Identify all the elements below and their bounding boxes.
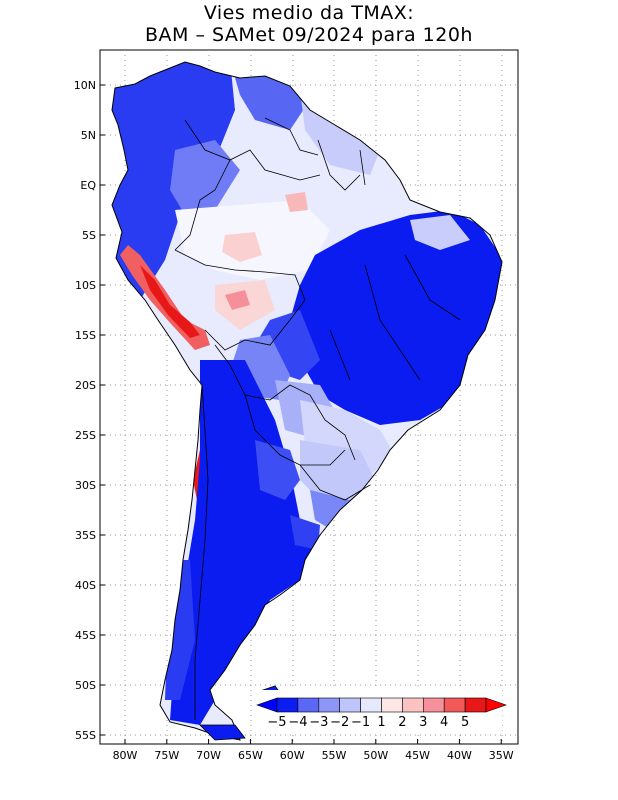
colorbar-swatch	[381, 697, 403, 713]
lat-tick-label: 30S	[75, 479, 96, 492]
colorbar-swatch	[464, 697, 487, 713]
lat-tick-label: EQ	[80, 179, 96, 192]
colorbar-label: −1	[351, 715, 370, 730]
colorbar-swatch	[276, 697, 299, 713]
lon-tick-label: 80W	[113, 749, 138, 762]
lat-tick-label: 40S	[75, 579, 96, 592]
colorbar-high-arrow	[485, 697, 507, 713]
lon-tick-label: 60W	[280, 749, 305, 762]
lat-tick-label: 55S	[75, 729, 96, 742]
lat-tick-label: 5S	[82, 229, 96, 242]
colorbar-swatch	[402, 697, 424, 713]
colorbar-swatch	[339, 697, 361, 713]
colorbar-label: −3	[309, 715, 328, 730]
lat-tick-label: 10S	[75, 279, 96, 292]
lon-tick-label: 70W	[196, 749, 221, 762]
lat-tick-label: 5N	[81, 129, 96, 142]
chart-title-line-1: Vies medio da TMAX:	[203, 2, 415, 24]
lon-tick-label: 55W	[322, 749, 347, 762]
lat-tick-label: 45S	[75, 629, 96, 642]
latitude-axis: 10N 5N EQ 5S 10S 15S 20S 25S 30S 35S 40S 45S 50S 55S	[74, 79, 105, 742]
chart-title-line-2: BAM – SAMet 09/2024 para 120h	[145, 24, 473, 46]
colorbar-swatch	[360, 697, 382, 713]
colorbar-label: 2	[398, 715, 406, 730]
lon-tick-label: 50W	[363, 749, 388, 762]
colorbar-swatch	[443, 697, 466, 713]
colorbar-label: −5	[267, 715, 286, 730]
lon-tick-label: 75W	[154, 749, 179, 762]
colorbar-label: −2	[330, 715, 349, 730]
colorbar-label: 4	[440, 715, 448, 730]
lat-tick-label: 50S	[75, 679, 96, 692]
lat-tick-label: 25S	[75, 429, 96, 442]
lon-tick-label: 35W	[489, 749, 514, 762]
colorbar-swatch	[422, 697, 445, 713]
colorbar-label: 5	[461, 715, 469, 730]
colorbar-legend: −5 −4 −3 −2 −1 1 2 3 4 5	[256, 690, 507, 734]
colorbar-label: −4	[288, 715, 307, 730]
colorbar-swatch	[297, 697, 320, 713]
colorbar-label: 1	[377, 715, 385, 730]
colorbar-label: 3	[419, 715, 427, 730]
lat-tick-label: 15S	[75, 329, 96, 342]
lon-tick-label: 45W	[405, 749, 430, 762]
lat-tick-label: 10N	[74, 79, 96, 92]
country-borders	[174, 117, 461, 720]
longitude-axis: 80W 75W 70W 65W 60W 55W 50W 45W 40W 35W	[113, 739, 514, 762]
lat-tick-label: 35S	[75, 529, 96, 542]
colorbar-swatch	[318, 697, 340, 713]
lon-tick-label: 65W	[238, 749, 263, 762]
lat-tick-label: 20S	[75, 379, 96, 392]
lon-tick-label: 40W	[447, 749, 472, 762]
